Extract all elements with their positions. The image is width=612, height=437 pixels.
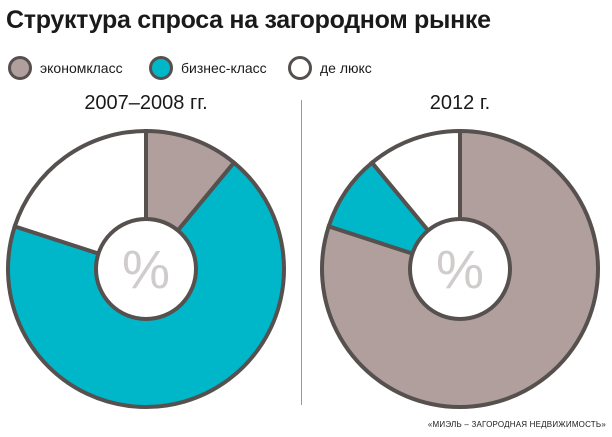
legend-swatch-deluxe bbox=[288, 56, 312, 80]
legend-swatch-economy bbox=[8, 56, 32, 80]
donut-center-percent-2: % bbox=[436, 240, 484, 300]
chart-title: Структура спроса на загородном рынке bbox=[6, 6, 491, 34]
legend-swatch-business bbox=[149, 56, 173, 80]
charts-divider bbox=[301, 100, 302, 405]
donut-hole-1 bbox=[94, 217, 198, 321]
legend-label-economy: экономкласс bbox=[40, 60, 123, 76]
donut-center-percent-1: % bbox=[122, 240, 170, 300]
legend-label-business: бизнес-класс bbox=[181, 60, 267, 76]
legend-item-business: бизнес-класс bbox=[149, 53, 267, 83]
chart-1-period-label: 2007–2008 гг. bbox=[84, 92, 208, 114]
legend-item-deluxe: де люкс bbox=[288, 53, 372, 83]
legend-label-deluxe: де люкс bbox=[320, 60, 372, 76]
legend-item-economy: экономкласс bbox=[8, 53, 123, 83]
donut-hole-2 bbox=[408, 217, 512, 321]
source-note: «МИЭЛЬ – ЗАГОРОДНАЯ НЕДВИЖИМОСТЬ» bbox=[427, 420, 606, 429]
chart-2-period-label: 2012 г. bbox=[429, 92, 491, 114]
